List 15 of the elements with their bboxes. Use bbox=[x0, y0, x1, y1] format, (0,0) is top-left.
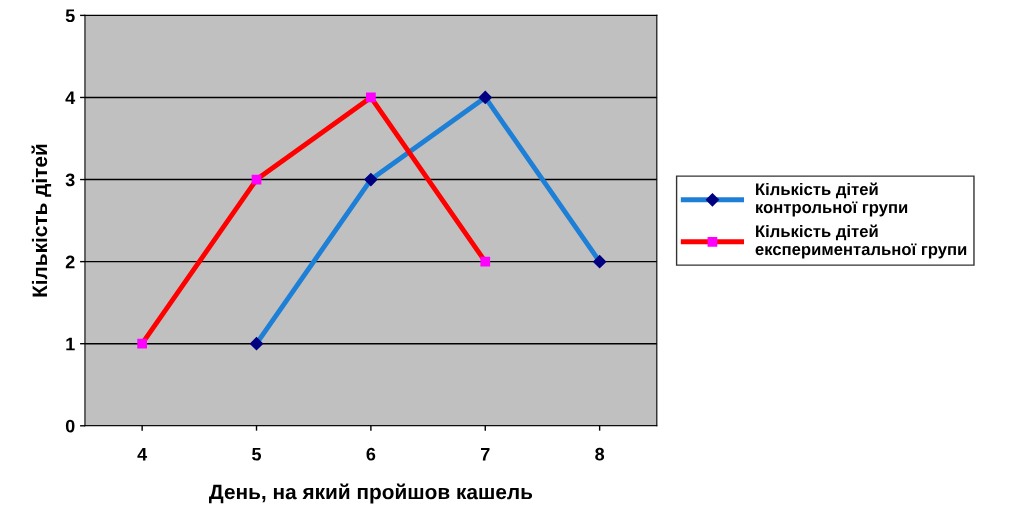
y-tick-label: 0 bbox=[65, 419, 75, 433]
y-tick-label: 2 bbox=[65, 255, 75, 269]
y-tick-label: 4 bbox=[65, 91, 76, 105]
y-tick-label: 5 bbox=[65, 9, 75, 23]
y-tick-label: 3 bbox=[65, 173, 75, 187]
y-tick-label: 1 bbox=[66, 337, 75, 351]
legend-label: Кількість дітей експериментальної групи bbox=[755, 224, 967, 259]
x-tick-label: 8 bbox=[595, 447, 605, 461]
y-axis-title: Кількість дітей bbox=[31, 144, 52, 297]
x-axis-title: День, на який пройшов кашель bbox=[209, 483, 533, 504]
x-tick-label: 7 bbox=[481, 447, 490, 461]
x-tick-label: 6 bbox=[366, 447, 376, 461]
x-tick-label: 4 bbox=[137, 447, 148, 461]
x-tick-label: 5 bbox=[252, 447, 262, 461]
legend-label: Кількість дітей контрольної групи bbox=[756, 182, 908, 217]
